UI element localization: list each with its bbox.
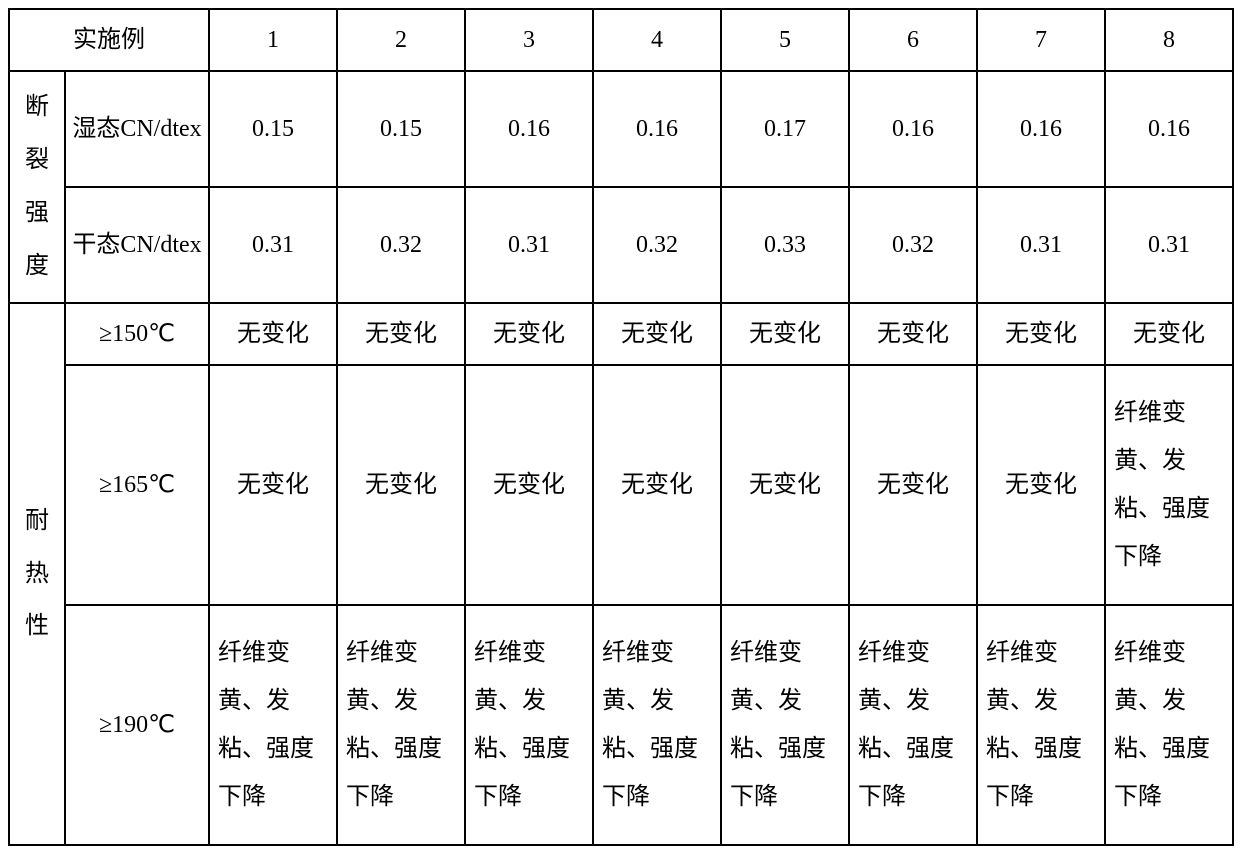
row-label: ≥165℃ [65,365,209,605]
cell: 纤维变黄、发粘、强度下降 [977,605,1105,845]
header-col: 8 [1105,9,1233,71]
header-col: 1 [209,9,337,71]
group-label-breaking-strength: 断 裂 强 度 [9,71,65,303]
cell: 无变化 [849,303,977,365]
header-col: 2 [337,9,465,71]
cell: 无变化 [465,365,593,605]
table-row: ≥190℃ 纤维变黄、发粘、强度下降 纤维变黄、发粘、强度下降 纤维变黄、发粘、… [9,605,1233,845]
cell: 0.31 [209,187,337,303]
data-table: 实施例 1 2 3 4 5 6 7 8 断 裂 强 度 湿态CN/dtex 0.… [8,8,1234,846]
table-row: 耐 热 性 ≥150℃ 无变化 无变化 无变化 无变化 无变化 无变化 无变化 … [9,303,1233,365]
cell: 纤维变黄、发粘、强度下降 [1105,605,1233,845]
cell: 无变化 [849,365,977,605]
cell: 无变化 [1105,303,1233,365]
cell: 纤维变黄、发粘、强度下降 [209,605,337,845]
cell: 无变化 [721,303,849,365]
cell: 无变化 [593,365,721,605]
cell: 0.15 [209,71,337,187]
row-label: 干态CN/dtex [65,187,209,303]
cell: 无变化 [209,303,337,365]
cell: 0.16 [1105,71,1233,187]
table-row: ≥165℃ 无变化 无变化 无变化 无变化 无变化 无变化 无变化 纤维变黄、发… [9,365,1233,605]
cell: 无变化 [721,365,849,605]
cell: 无变化 [977,303,1105,365]
cell: 无变化 [977,365,1105,605]
row-label: ≥150℃ [65,303,209,365]
cell: 0.15 [337,71,465,187]
cell: 纤维变黄、发粘、强度下降 [1105,365,1233,605]
header-col: 3 [465,9,593,71]
cell: 0.16 [977,71,1105,187]
cell: 0.17 [721,71,849,187]
cell: 0.31 [977,187,1105,303]
cell: 0.16 [465,71,593,187]
header-col: 6 [849,9,977,71]
table-row: 干态CN/dtex 0.31 0.32 0.31 0.32 0.33 0.32 … [9,187,1233,303]
row-label: ≥190℃ [65,605,209,845]
table-header-row: 实施例 1 2 3 4 5 6 7 8 [9,9,1233,71]
cell: 0.32 [593,187,721,303]
cell: 0.16 [593,71,721,187]
header-col: 5 [721,9,849,71]
row-label: 湿态CN/dtex [65,71,209,187]
cell: 纤维变黄、发粘、强度下降 [593,605,721,845]
cell: 0.32 [849,187,977,303]
header-col: 4 [593,9,721,71]
cell: 纤维变黄、发粘、强度下降 [465,605,593,845]
cell: 无变化 [337,303,465,365]
cell: 无变化 [593,303,721,365]
cell: 0.16 [849,71,977,187]
cell: 无变化 [337,365,465,605]
table-row: 断 裂 强 度 湿态CN/dtex 0.15 0.15 0.16 0.16 0.… [9,71,1233,187]
cell: 0.31 [465,187,593,303]
header-title: 实施例 [9,9,209,71]
cell: 纤维变黄、发粘、强度下降 [337,605,465,845]
header-col: 7 [977,9,1105,71]
cell: 无变化 [209,365,337,605]
group-label-heat-resistance: 耐 热 性 [9,303,65,845]
cell: 0.32 [337,187,465,303]
cell: 纤维变黄、发粘、强度下降 [721,605,849,845]
cell: 无变化 [465,303,593,365]
cell: 纤维变黄、发粘、强度下降 [849,605,977,845]
cell: 0.31 [1105,187,1233,303]
cell: 0.33 [721,187,849,303]
